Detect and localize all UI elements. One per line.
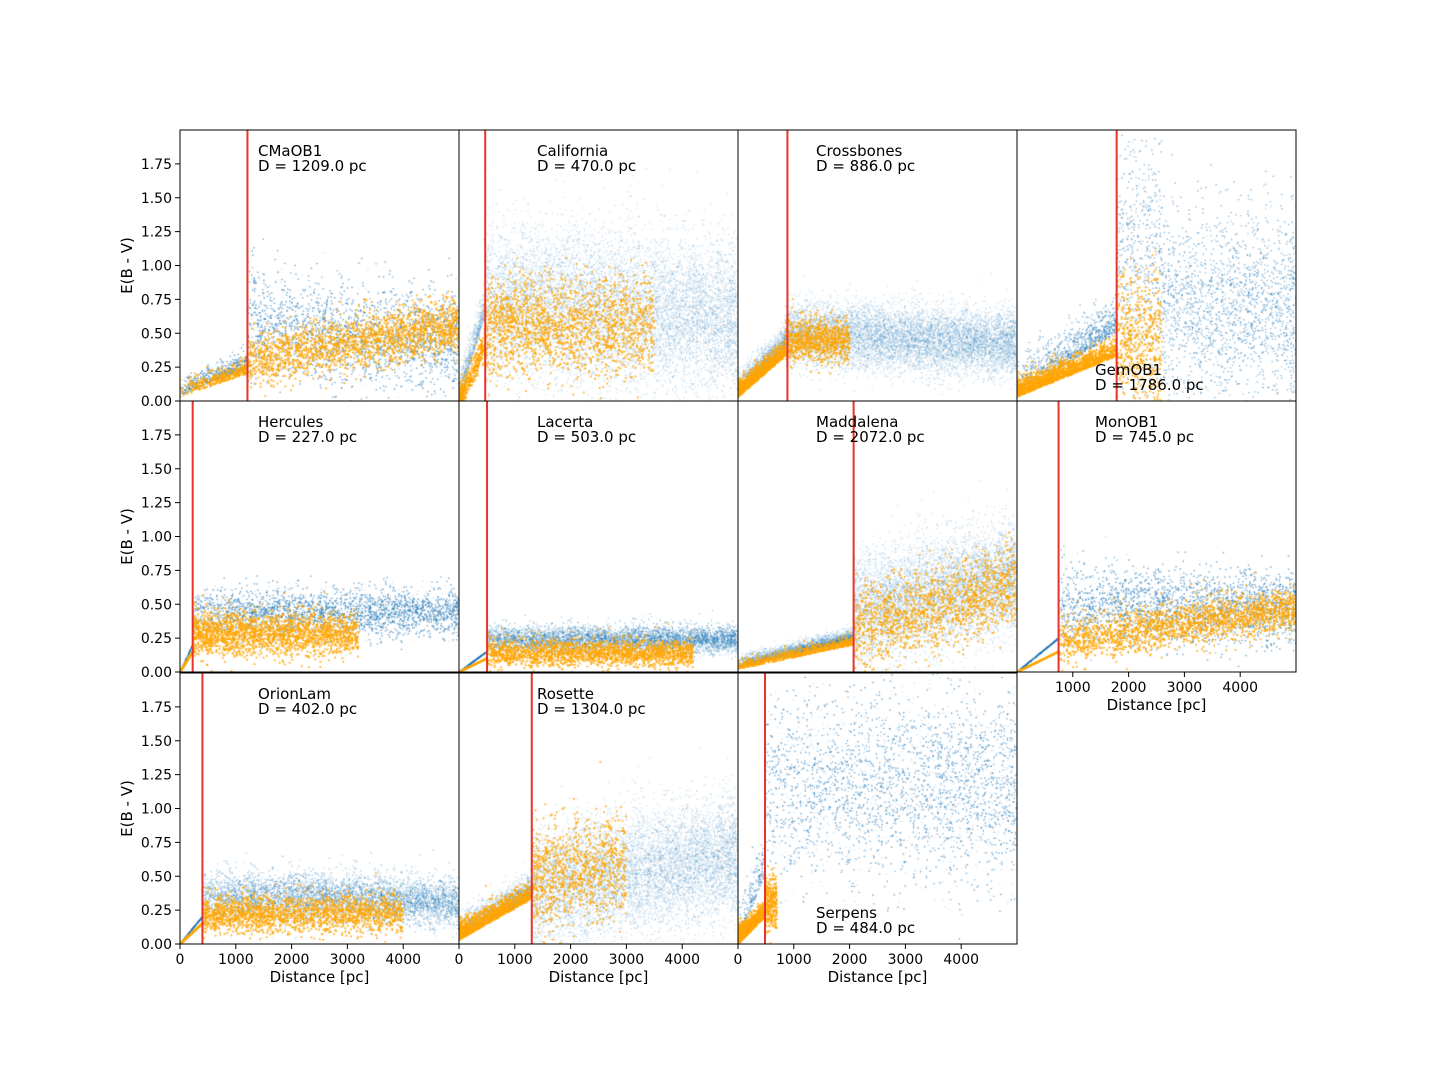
x-tick-label: 3000 xyxy=(330,952,366,968)
y-tick-label: 0.25 xyxy=(141,360,172,376)
x-tick-label: 3000 xyxy=(888,952,924,968)
y-tick-label: 1.00 xyxy=(141,802,172,818)
region-name: MonOB1 xyxy=(1095,413,1158,431)
y-tick-label: 1.50 xyxy=(141,462,172,478)
y-tick-label: 0.00 xyxy=(141,394,172,410)
x-tick-label: 0 xyxy=(455,952,464,968)
y-tick-label: 1.75 xyxy=(141,428,172,444)
scatter-points xyxy=(738,673,1017,944)
scatter-points xyxy=(459,673,738,944)
distance-label: D = 886.0 pc xyxy=(816,157,915,175)
y-tick-label: 1.25 xyxy=(141,496,172,512)
scatter-points xyxy=(738,130,1017,401)
region-name: Rosette xyxy=(537,685,594,703)
x-tick-label: 2000 xyxy=(832,952,868,968)
y-tick-label: 0.00 xyxy=(141,937,172,953)
distance-label: D = 484.0 pc xyxy=(816,919,915,937)
region-name: Maddalena xyxy=(816,413,898,431)
y-tick-label: 1.00 xyxy=(141,530,172,546)
x-tick-label: 1000 xyxy=(776,952,812,968)
region-name: Crossbones xyxy=(816,142,903,160)
scatter-points xyxy=(180,401,459,672)
axes-frame xyxy=(1016,400,1297,673)
region-name: California xyxy=(537,142,608,160)
y-tick-label: 1.25 xyxy=(141,225,172,241)
x-tick-label: 2000 xyxy=(274,952,310,968)
y-tick-label: 1.50 xyxy=(141,191,172,207)
y-axis-label: E(B - V) xyxy=(118,780,136,837)
scatter-points xyxy=(1017,130,1296,401)
x-tick-label: 0 xyxy=(734,952,743,968)
y-tick-label: 1.25 xyxy=(141,768,172,784)
distance-label: D = 1304.0 pc xyxy=(537,700,646,718)
y-tick-label: 0.75 xyxy=(141,292,172,308)
scatter-points xyxy=(180,130,459,401)
y-tick-label: 1.50 xyxy=(141,734,172,750)
y-tick-label: 1.75 xyxy=(141,157,172,173)
y-tick-label: 0.50 xyxy=(141,869,172,885)
x-axis-label: Distance [pc] xyxy=(828,968,928,986)
distance-label: D = 470.0 pc xyxy=(537,157,636,175)
x-tick-label: 4000 xyxy=(385,952,421,968)
region-name: OrionLam xyxy=(258,685,331,703)
y-tick-label: 0.50 xyxy=(141,326,172,342)
x-tick-label: 1000 xyxy=(218,952,254,968)
y-tick-label: 0.00 xyxy=(141,665,172,681)
region-name: CMaOB1 xyxy=(258,142,322,160)
x-tick-label: 4000 xyxy=(664,952,700,968)
scatter-points xyxy=(180,673,459,944)
distance-label: D = 745.0 pc xyxy=(1095,428,1194,446)
region-name: Serpens xyxy=(816,904,877,922)
distance-label: D = 227.0 pc xyxy=(258,428,357,446)
x-tick-label: 2000 xyxy=(553,952,589,968)
y-tick-label: 0.25 xyxy=(141,631,172,647)
x-tick-label: 4000 xyxy=(943,952,979,968)
scatter-points xyxy=(738,401,1017,672)
distance-label: D = 1786.0 pc xyxy=(1095,376,1204,394)
region-name: Lacerta xyxy=(537,413,593,431)
y-tick-label: 0.75 xyxy=(141,563,172,579)
x-axis-label: Distance [pc] xyxy=(1107,696,1207,714)
scatter-points xyxy=(459,401,738,672)
region-name: GemOB1 xyxy=(1095,361,1162,379)
x-axis-label: Distance [pc] xyxy=(549,968,649,986)
scatter-points xyxy=(1017,401,1296,672)
y-axis-label: E(B - V) xyxy=(118,237,136,294)
distance-label: D = 503.0 pc xyxy=(537,428,636,446)
x-tick-label: 1000 xyxy=(497,952,533,968)
scatter-points xyxy=(459,130,738,401)
x-tick-label: 3000 xyxy=(1167,680,1203,696)
y-tick-label: 1.75 xyxy=(141,700,172,716)
y-axis-label: E(B - V) xyxy=(118,508,136,565)
region-name: Hercules xyxy=(258,413,323,431)
axes-frame xyxy=(737,672,1018,945)
distance-label: D = 2072.0 pc xyxy=(816,428,925,446)
x-tick-label: 3000 xyxy=(609,952,645,968)
distance-label: D = 402.0 pc xyxy=(258,700,357,718)
y-tick-label: 0.75 xyxy=(141,835,172,851)
x-axis-label: Distance [pc] xyxy=(270,968,370,986)
x-tick-label: 0 xyxy=(176,952,185,968)
y-tick-label: 0.50 xyxy=(141,597,172,613)
x-tick-label: 2000 xyxy=(1111,680,1147,696)
x-tick-label: 1000 xyxy=(1055,680,1091,696)
y-tick-label: 0.25 xyxy=(141,903,172,919)
x-tick-label: 4000 xyxy=(1222,680,1258,696)
distance-label: D = 1209.0 pc xyxy=(258,157,367,175)
y-tick-label: 1.00 xyxy=(141,259,172,275)
